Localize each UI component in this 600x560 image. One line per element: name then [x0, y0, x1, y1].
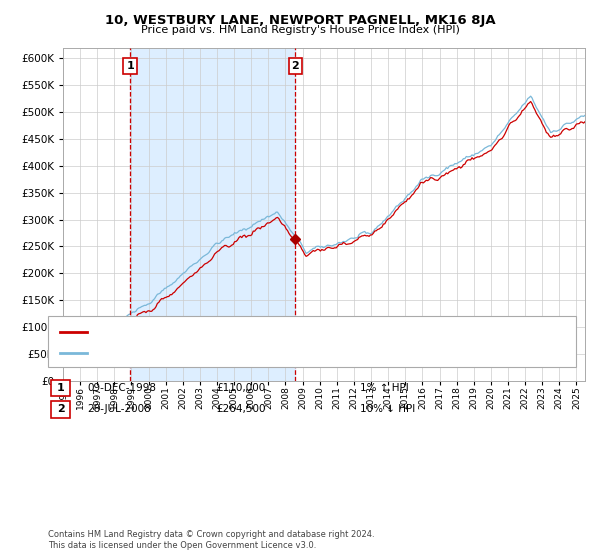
Text: 2: 2	[292, 61, 299, 71]
Text: Contains HM Land Registry data © Crown copyright and database right 2024.: Contains HM Land Registry data © Crown c…	[48, 530, 374, 539]
Text: £110,000: £110,000	[216, 382, 265, 393]
Text: 1: 1	[57, 382, 64, 393]
Text: Price paid vs. HM Land Registry's House Price Index (HPI): Price paid vs. HM Land Registry's House …	[140, 25, 460, 35]
Bar	[130, 48, 295, 381]
Text: 10, WESTBURY LANE, NEWPORT PAGNELL, MK16 8JA (detached house): 10, WESTBURY LANE, NEWPORT PAGNELL, MK16…	[93, 327, 444, 337]
Text: 1: 1	[126, 61, 134, 71]
Text: HPI: Average price, detached house, Milton Keynes: HPI: Average price, detached house, Milt…	[93, 348, 347, 358]
Text: 10, WESTBURY LANE, NEWPORT PAGNELL, MK16 8JA: 10, WESTBURY LANE, NEWPORT PAGNELL, MK16…	[104, 14, 496, 27]
Text: 28-JUL-2008: 28-JUL-2008	[87, 404, 151, 414]
Text: 10% ↓ HPI: 10% ↓ HPI	[360, 404, 415, 414]
Text: This data is licensed under the Open Government Licence v3.0.: This data is licensed under the Open Gov…	[48, 541, 316, 550]
Text: 09-DEC-1998: 09-DEC-1998	[87, 382, 156, 393]
Text: 2: 2	[57, 404, 64, 414]
Text: 1% ↑ HPI: 1% ↑ HPI	[360, 382, 409, 393]
Text: £264,500: £264,500	[216, 404, 265, 414]
